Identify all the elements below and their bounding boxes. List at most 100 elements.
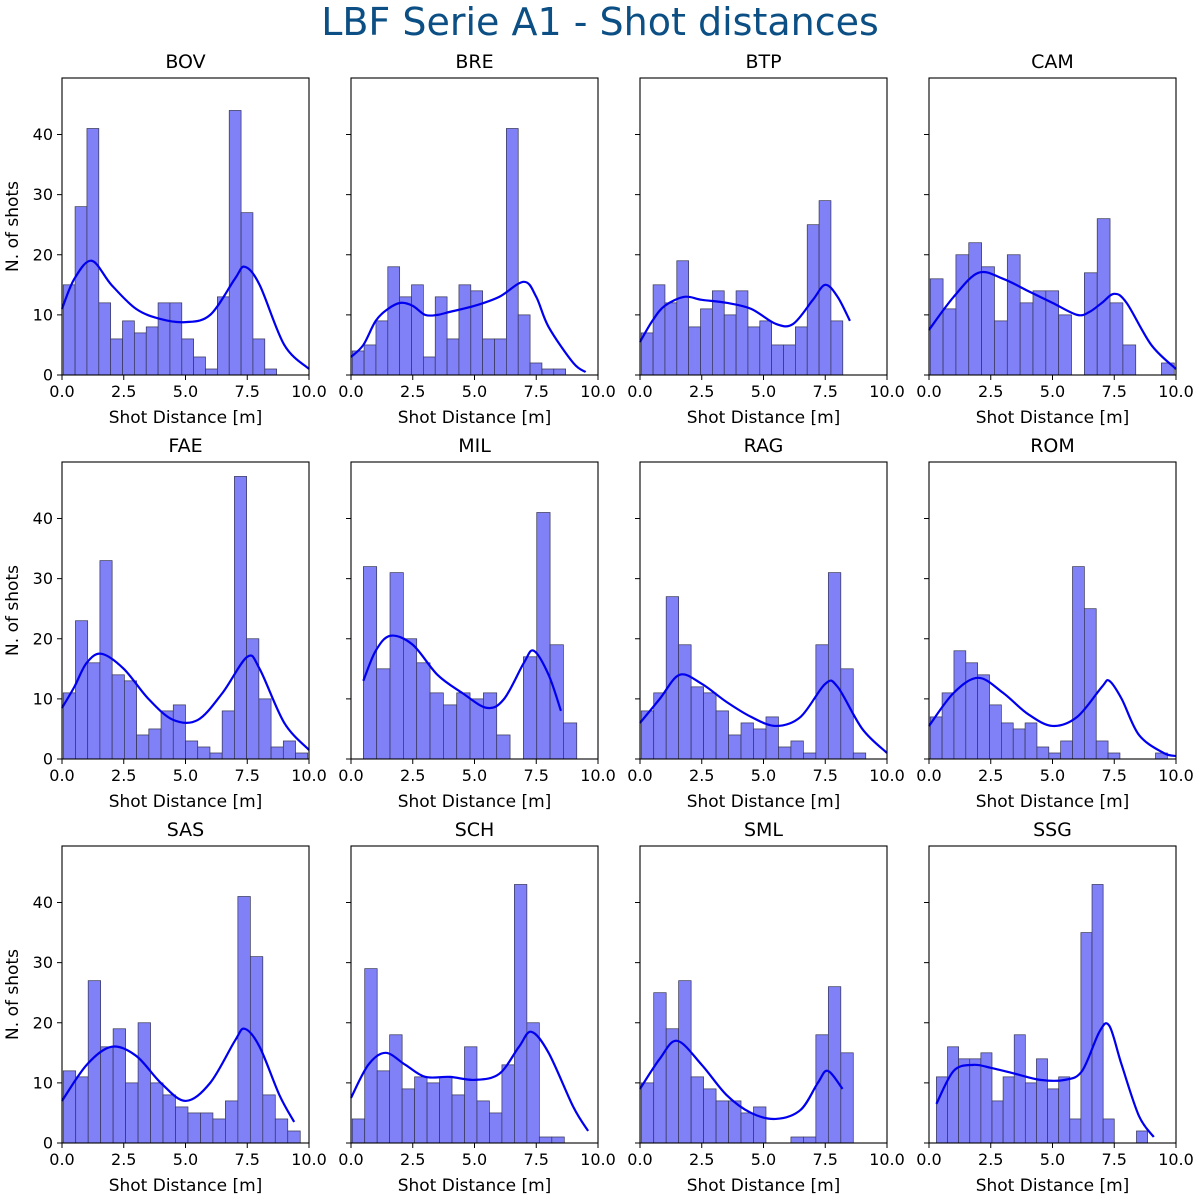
subplot-title: BTP <box>745 51 781 73</box>
histogram-bar <box>688 326 701 376</box>
histogram-bar <box>258 698 272 760</box>
histogram-bar <box>145 326 159 376</box>
histogram-bars <box>929 218 1175 376</box>
histogram-bar <box>172 704 186 760</box>
x-tick-label: 7.5 <box>524 382 549 401</box>
x-tick-label: 2.5 <box>978 766 1003 785</box>
histogram-bar <box>551 1136 565 1144</box>
histogram-bar <box>989 704 1002 760</box>
x-tick-label: 0.0 <box>338 382 363 401</box>
histogram-bar <box>703 1088 717 1144</box>
histogram-bar <box>529 362 543 376</box>
histogram-bar <box>122 320 135 376</box>
x-tick-label: 10.0 <box>580 766 616 785</box>
x-tick-label: 10.0 <box>1158 382 1194 401</box>
x-tick-label: 0.0 <box>627 382 652 401</box>
histogram-bar <box>185 740 199 760</box>
histogram-bar <box>977 674 990 760</box>
histogram-bar <box>653 992 667 1144</box>
histogram-bar <box>403 638 418 760</box>
histogram-bar <box>387 266 401 376</box>
histogram-bar <box>506 128 519 376</box>
histogram-bar <box>523 656 538 760</box>
histogram-bar <box>99 560 113 760</box>
histogram-bar <box>376 1070 391 1144</box>
histogram-bar <box>414 1076 428 1144</box>
subplot-title: SAS <box>167 819 204 841</box>
histogram-bar <box>517 314 531 376</box>
subplot-sas: 0.0 2.5 5.0 7.5 10.0 0 10 20 30 40 SAS Shot Distanc… <box>3 819 327 1196</box>
histogram-bar <box>827 986 842 1144</box>
histogram-bar <box>150 1082 164 1144</box>
histogram-bars <box>640 980 854 1144</box>
histogram-bar <box>274 1118 289 1144</box>
x-tick-label: 0.0 <box>916 766 941 785</box>
x-tick-label: 2.5 <box>689 766 714 785</box>
histogram-bar <box>212 1118 226 1144</box>
y-ticks <box>635 902 640 1144</box>
histogram-bar <box>217 296 230 376</box>
x-ticks: 0.0 2.5 5.0 7.5 10.0 <box>338 1143 616 1169</box>
histogram-bar <box>100 1046 114 1144</box>
histogram-bar <box>991 1100 1004 1144</box>
histogram-bar <box>759 320 773 376</box>
histogram-bar <box>981 266 995 376</box>
kde-line <box>639 673 888 754</box>
x-axis-label: Shot Distance [m] <box>687 1176 841 1196</box>
histogram-bar <box>778 746 792 760</box>
x-ticks: 0.0 2.5 5.0 7.5 10.0 <box>338 375 616 401</box>
histogram-bar <box>200 1112 214 1144</box>
y-tick-label: 40 <box>33 125 53 144</box>
histogram-bar <box>416 662 431 760</box>
histogram-bars <box>62 476 309 760</box>
x-axis-label: Shot Distance [m] <box>687 792 841 812</box>
x-tick-label: 5.0 <box>1040 382 1065 401</box>
kde-line <box>60 259 310 370</box>
histogram-bar <box>446 338 460 376</box>
histogram-bar <box>86 128 100 376</box>
histogram-bar <box>262 1094 276 1144</box>
y-ticks: 0 10 20 30 40 <box>33 125 62 385</box>
histogram-bar <box>270 746 284 760</box>
histogram-bar <box>221 710 235 760</box>
subplot-mil: 0.0 2.5 5.0 7.5 10.0 MIL Shot Distance [m] <box>338 435 616 812</box>
y-axis-label: N. of shots <box>3 181 23 272</box>
histogram-bar <box>295 752 309 760</box>
histogram-bar <box>830 320 844 376</box>
x-tick-label: 5.0 <box>173 766 198 785</box>
histogram-bar <box>187 1112 201 1144</box>
histogram-bar <box>197 746 211 760</box>
subplot-title: CAM <box>1031 51 1074 73</box>
histogram-bar <box>790 740 804 760</box>
histogram-bars <box>363 512 578 760</box>
y-tick-label: 20 <box>33 629 53 648</box>
histogram-bar <box>228 110 242 376</box>
x-axis-label: Shot Distance [m] <box>109 792 263 812</box>
x-ticks: 0.0 2.5 5.0 7.5 10.0 <box>916 375 1194 401</box>
subplot-rag: 0.0 2.5 5.0 7.5 10.0 RAG Shot Distance [m] <box>627 435 905 812</box>
histogram-bar <box>363 344 377 376</box>
histogram-bar <box>1109 302 1124 376</box>
subplot-cam: 0.0 2.5 5.0 7.5 10.0 CAM Shot Distance [m] <box>916 51 1194 428</box>
histogram-bar <box>815 644 829 760</box>
y-ticks: 0 10 20 30 40 <box>33 893 62 1153</box>
histogram-bar <box>1013 1034 1026 1144</box>
x-tick-label: 0.0 <box>627 766 652 785</box>
subplot-title: MIL <box>458 435 491 457</box>
x-tick-label: 5.0 <box>173 1150 198 1169</box>
subplot-title: SSG <box>1033 819 1072 841</box>
histogram-bar <box>148 728 162 760</box>
histogram-bar <box>728 734 742 760</box>
kde-line <box>935 1022 1155 1138</box>
histogram-bar <box>652 284 666 376</box>
histogram-bar <box>840 1052 854 1144</box>
y-ticks <box>924 902 929 1144</box>
histogram-bar <box>482 338 495 376</box>
histogram-bar <box>715 1100 729 1144</box>
histogram-bar <box>1122 344 1137 376</box>
y-tick-label: 20 <box>33 245 53 264</box>
histogram-bar <box>1060 740 1073 760</box>
subplot-title: ROM <box>1030 435 1075 457</box>
histogram-bar <box>803 1136 817 1144</box>
histogram-bar <box>640 332 654 376</box>
